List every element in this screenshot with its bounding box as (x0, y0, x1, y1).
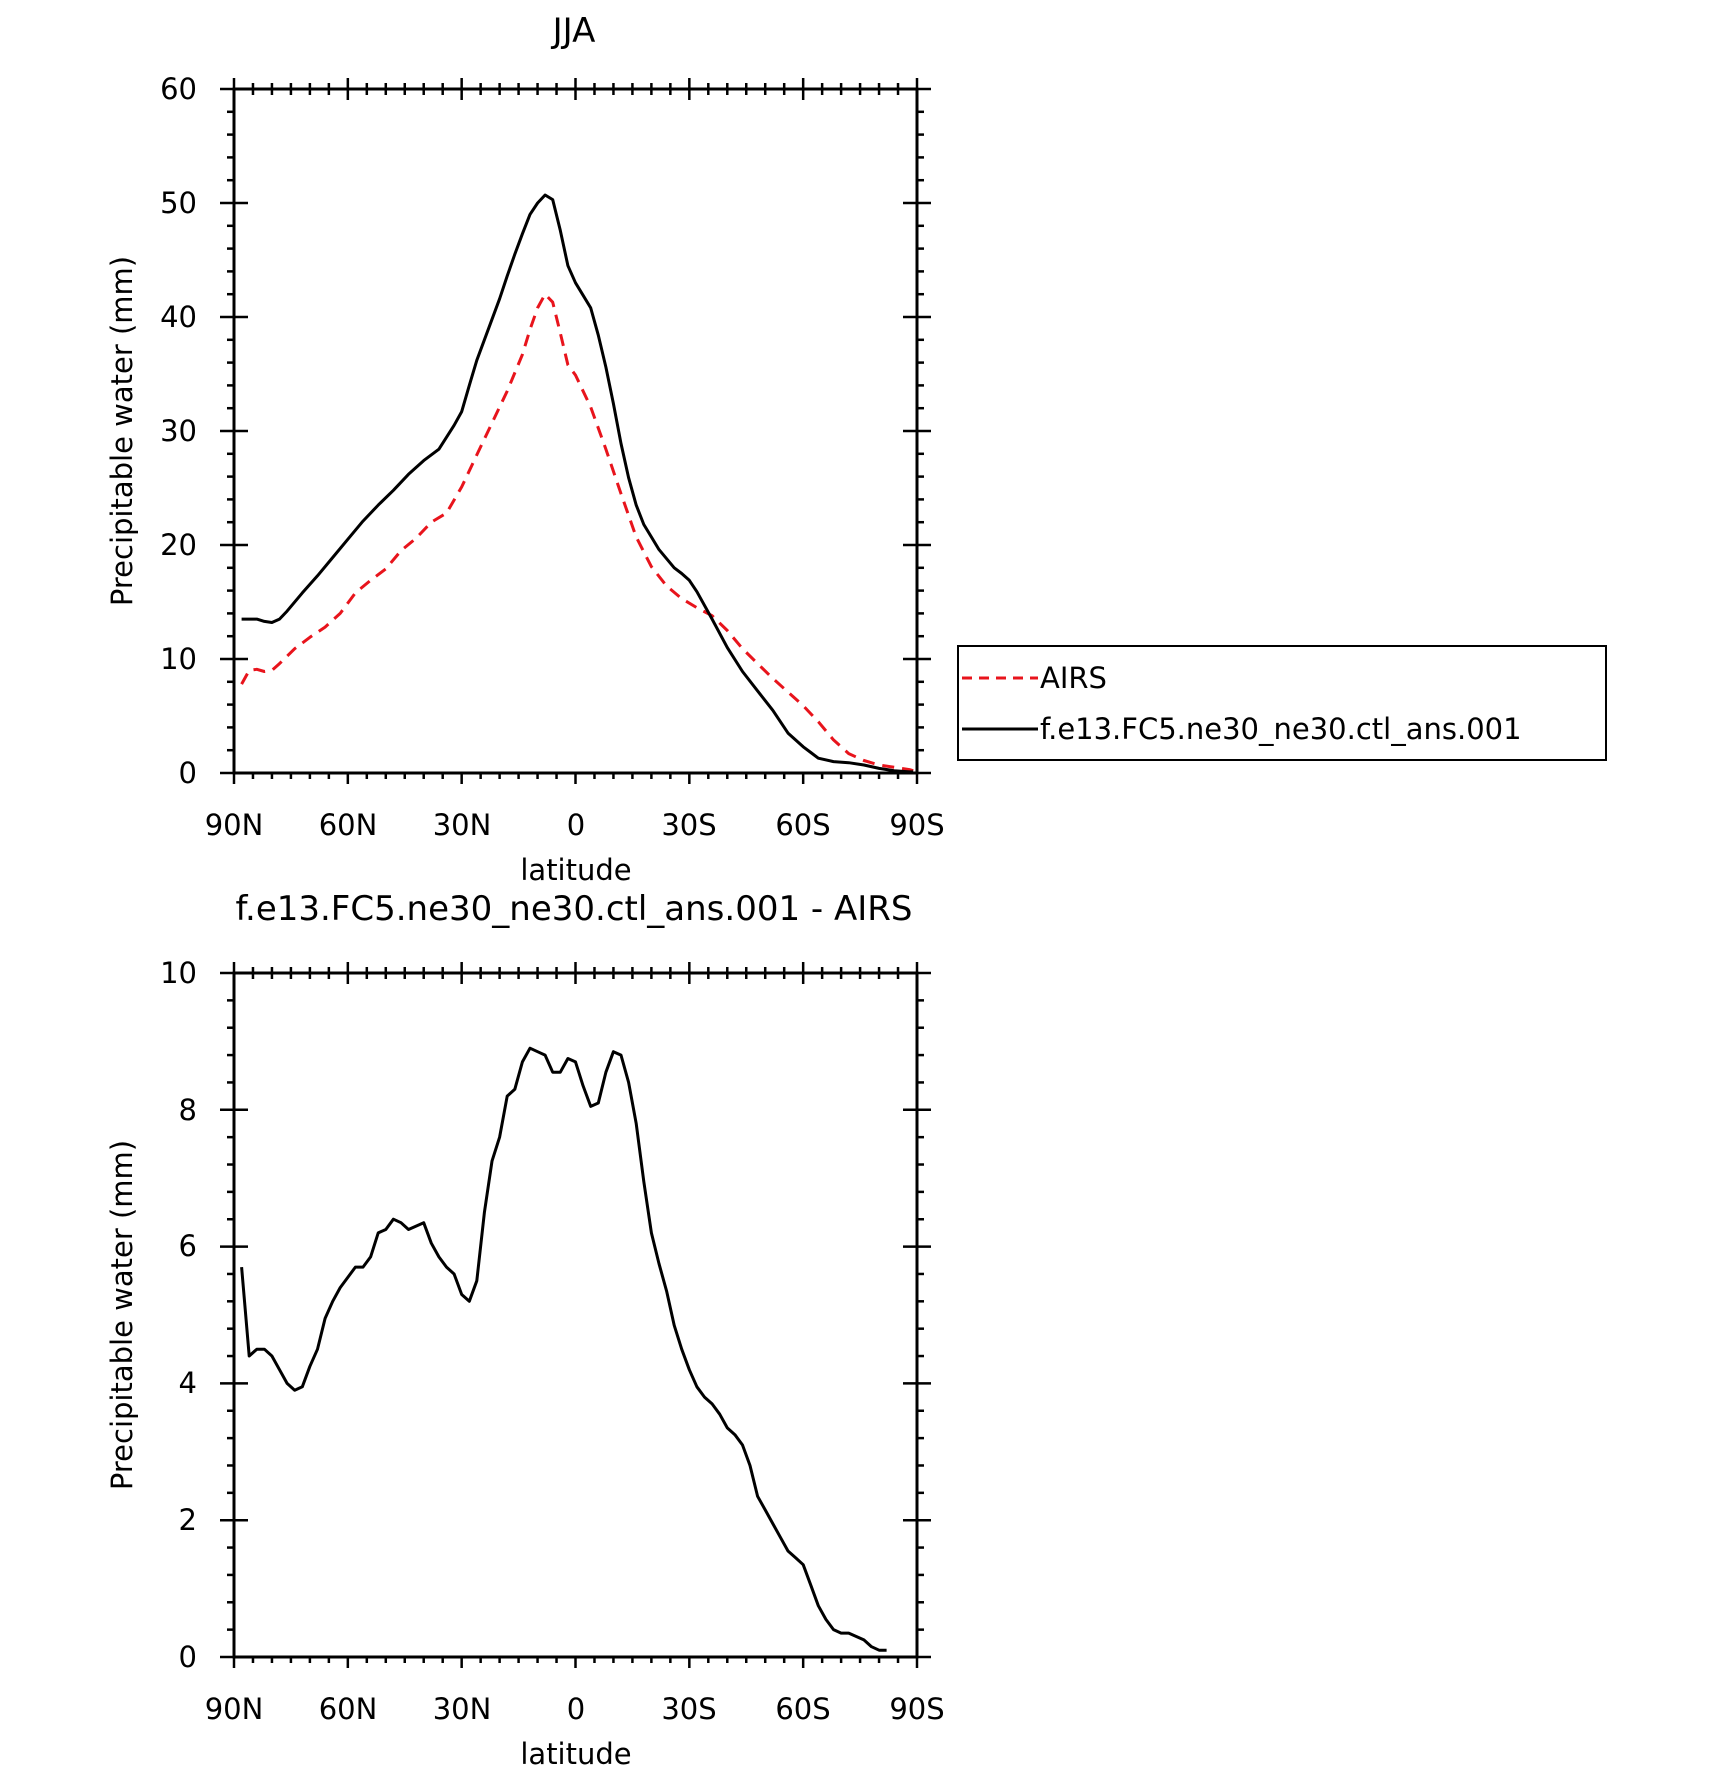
bottom-chart-title: f.e13.FC5.ne30_ne30.ctl_ans.001 - AIRS (236, 889, 913, 929)
legend-box (957, 645, 1607, 761)
bottom-y-tick-labels: 0 2 4 6 8 10 (160, 956, 197, 1674)
legend-label-model: f.e13.FC5.ne30_ne30.ctl_ans.001 (1040, 712, 1522, 746)
series-line-difference (240, 1046, 887, 1652)
bottom-series-group (240, 1046, 887, 1652)
y-tick-label: 2 (179, 1503, 197, 1537)
x-tick-label: 30S (661, 808, 716, 842)
legend: AIRS f.e13.FC5.ne30_ne30.ctl_ans.001 (957, 645, 1607, 761)
x-tick-label: 60N (319, 808, 378, 842)
bottom-x-tick-labels: 90N 60N 30N 0 30S 60S 90S (205, 1692, 945, 1726)
x-tick-label: 0 (567, 1692, 585, 1726)
x-tick-label: 0 (567, 808, 585, 842)
legend-label-airs: AIRS (1040, 661, 1107, 695)
y-tick-label: 4 (179, 1366, 197, 1400)
x-tick-label: 90N (205, 1692, 264, 1726)
top-series-group (240, 193, 914, 774)
y-tick-label: 60 (160, 72, 197, 106)
series-line-airs (240, 292, 914, 773)
y-tick-label: 10 (160, 956, 197, 990)
y-tick-label: 6 (179, 1229, 197, 1263)
y-tick-label: 0 (179, 1640, 197, 1674)
x-tick-label: 60S (775, 1692, 830, 1726)
bottom-y-axis-label: Precipitable water (mm) (105, 1140, 139, 1490)
series-line-f-e13-fc5-ne30-ne30-ctl-ans-001 (241, 193, 914, 774)
top-axis-ticks (220, 78, 931, 784)
top-x-tick-labels: 90N 60N 30N 0 30S 60S 90S (205, 808, 945, 842)
x-tick-label: 90S (889, 808, 944, 842)
y-tick-label: 8 (179, 1093, 197, 1127)
x-tick-label: 30N (433, 808, 492, 842)
top-y-tick-labels: 0 10 20 30 40 50 60 (160, 72, 197, 790)
x-tick-label: 60N (319, 1692, 378, 1726)
bottom-x-axis-label: latitude (520, 1737, 631, 1771)
x-tick-label: 90N (205, 808, 264, 842)
top-plot-frame (232, 87, 919, 775)
top-y-axis-label: Precipitable water (mm) (105, 256, 139, 606)
y-tick-label: 50 (160, 186, 197, 220)
y-tick-label: 10 (160, 642, 197, 676)
bottom-plot-frame (232, 971, 919, 1659)
y-tick-label: 20 (160, 528, 197, 562)
y-tick-label: 0 (179, 756, 197, 790)
y-tick-label: 40 (160, 300, 197, 334)
x-tick-label: 30S (661, 1692, 716, 1726)
top-chart-title: JJA (551, 11, 596, 51)
bottom-panel: f.e13.FC5.ne30_ne30.ctl_ans.001 - AIRS 9… (105, 889, 945, 1771)
top-x-axis-label: latitude (520, 853, 631, 887)
x-tick-label: 60S (775, 808, 830, 842)
x-tick-label: 90S (889, 1692, 944, 1726)
x-tick-label: 30N (433, 1692, 492, 1726)
y-tick-label: 30 (160, 414, 197, 448)
top-panel: JJA 90N 60N 30N 0 30S 60S 90S 0 10 20 30… (105, 11, 1607, 887)
